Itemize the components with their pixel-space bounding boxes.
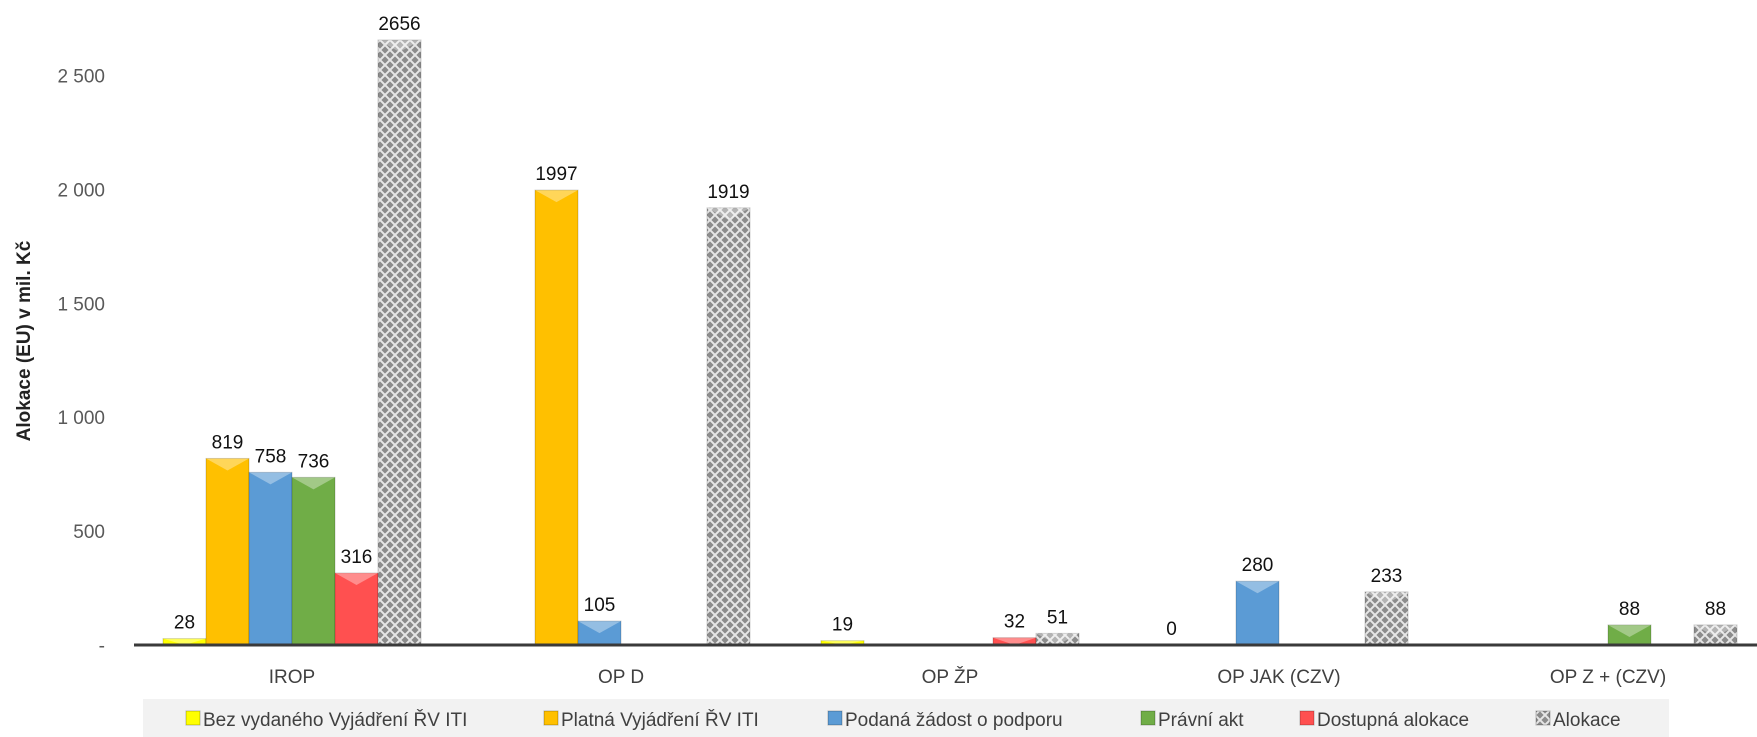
- data-label: 0: [1166, 619, 1177, 640]
- data-label: 105: [584, 595, 616, 616]
- bar: [291, 476, 336, 646]
- bars: [162, 39, 1738, 646]
- legend-label: Alokace: [1553, 710, 1621, 731]
- data-label: 32: [1004, 612, 1025, 633]
- bar-bevel: [707, 207, 750, 220]
- data-label: 88: [1619, 599, 1640, 620]
- data-label: 316: [341, 547, 373, 568]
- bar-bevel: [292, 477, 335, 490]
- bar-bevel: [249, 472, 292, 485]
- bar: [205, 457, 250, 646]
- data-label: 819: [212, 432, 244, 453]
- legend-label: Platná Vyjádření ŘV ITI: [561, 709, 759, 731]
- legend-label: Podaná žádost o podporu: [845, 710, 1063, 731]
- y-tick-label: 2 500: [57, 67, 105, 88]
- data-label: 233: [1371, 566, 1403, 587]
- legend-background: [143, 699, 1669, 737]
- bar-bevel: [1236, 581, 1279, 594]
- bar-bevel: [1036, 633, 1079, 645]
- data-label: 51: [1047, 607, 1068, 628]
- legend-label: Dostupná alokace: [1317, 710, 1469, 731]
- bar: [334, 572, 379, 646]
- x-tick-label: OP JAK (CZV): [1217, 667, 1340, 688]
- y-tick-label: 500: [73, 522, 105, 543]
- bar-bevel: [335, 573, 378, 586]
- bar-bevel: [993, 637, 1036, 645]
- bar: [534, 189, 579, 646]
- x-tick-label: OP D: [598, 667, 644, 688]
- bar: [1364, 591, 1409, 646]
- bar: [706, 207, 751, 646]
- data-label: 1997: [535, 164, 577, 185]
- legend-label: Bez vydaného Vyjádření ŘV ITI: [203, 709, 467, 731]
- x-tick-label: IROP: [269, 667, 315, 688]
- y-axis-label: Alokace (EU) v mil. Kč: [14, 240, 35, 441]
- data-label: 736: [298, 451, 330, 472]
- data-label: 758: [255, 446, 287, 467]
- bar-bevel: [578, 621, 621, 634]
- data-label: 1919: [707, 182, 749, 203]
- data-label: 28: [174, 613, 195, 634]
- legend-swatch: [185, 710, 201, 726]
- y-tick-label: -: [99, 636, 105, 657]
- x-tick-label: OP Z + (CZV): [1550, 667, 1666, 688]
- x-axis-categories: IROP OP D OP ŽP OP JAK (CZV) OP Z + (CZV): [269, 666, 1666, 688]
- bar-bevel: [163, 638, 206, 645]
- legend-swatch: [1535, 710, 1551, 726]
- y-tick-label: 1 000: [57, 408, 105, 429]
- data-label: 19: [832, 615, 853, 636]
- x-tick-label: OP ŽP: [922, 666, 979, 688]
- legend-label: Právní akt: [1158, 710, 1244, 731]
- bar-bevel: [378, 40, 421, 52]
- bar: [377, 39, 422, 646]
- data-label: 2656: [378, 14, 420, 35]
- bar-bevel: [1694, 624, 1737, 637]
- y-tick-label: 2 000: [57, 180, 105, 201]
- bar-bevel: [1608, 624, 1651, 637]
- bar-bevel: [1365, 591, 1408, 604]
- bar-bevel: [535, 190, 578, 203]
- legend: Bez vydaného Vyjádření ŘV ITI Platná Vyjá…: [185, 709, 1621, 731]
- bar-bevel: [206, 458, 249, 471]
- data-label: 280: [1242, 555, 1274, 576]
- bar-bevel: [821, 640, 864, 645]
- y-tick-label: 1 500: [57, 294, 105, 315]
- legend-swatch: [1299, 710, 1315, 726]
- legend-swatch: [543, 710, 559, 726]
- legend-swatch: [827, 710, 843, 726]
- bar: [248, 471, 293, 646]
- data-label: 88: [1705, 599, 1726, 620]
- legend-swatch: [1140, 710, 1156, 726]
- y-axis-ticks: - 500 1 000 1 500 2 000 2 500: [57, 67, 105, 657]
